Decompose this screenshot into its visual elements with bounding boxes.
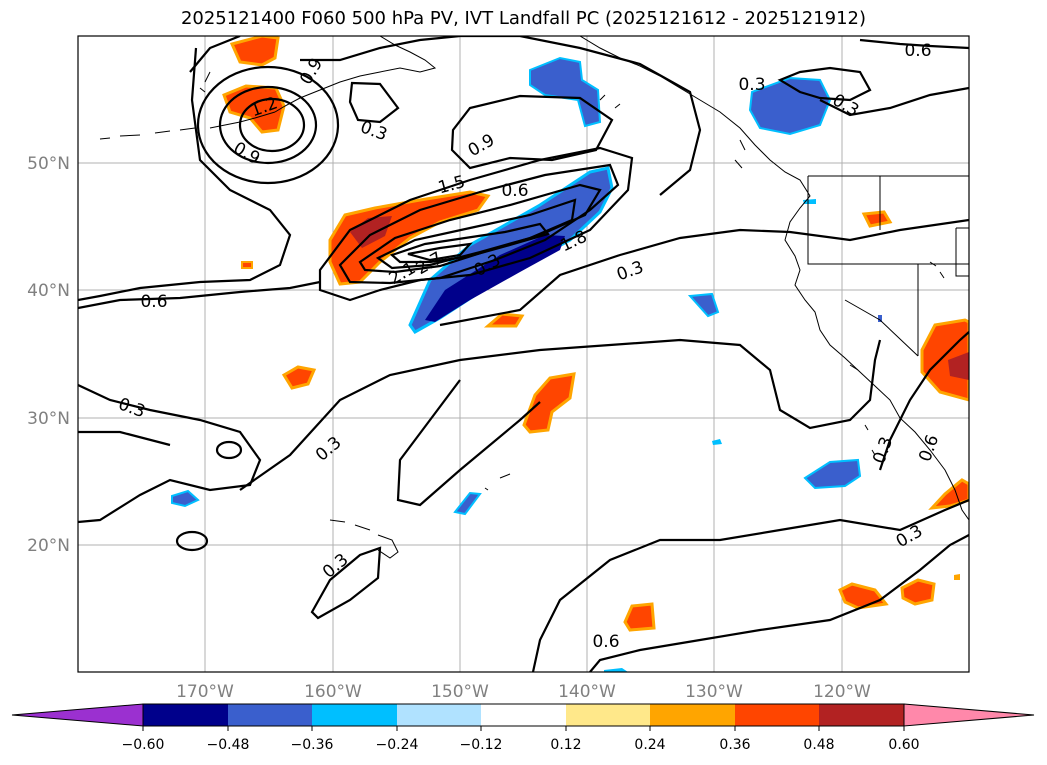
contour-label: 0.6 (140, 292, 167, 312)
colorbar-segment (650, 704, 735, 726)
colorbar-tick-label: 0.12 (550, 737, 581, 753)
contour-label: 0.3 (738, 75, 765, 95)
colorbar-min-extend (11, 703, 144, 727)
contour-label: 0.6 (592, 632, 619, 652)
map-frame (77, 35, 970, 673)
colorbar: −0.60 −0.48 −0.36 −0.24 −0.12 0.12 0.24 … (11, 703, 1035, 753)
colorbar-tick-label: −0.24 (376, 737, 419, 753)
colorbar-max-extend (903, 703, 1035, 727)
lon-label-150w: 150°W (431, 682, 489, 702)
colorbar-tick-label: 0.48 (803, 737, 834, 753)
colorbar-segment (566, 704, 650, 726)
colorbar-segment (228, 704, 312, 726)
colorbar-tick-label: −0.48 (207, 737, 250, 753)
colorbar-segment (481, 704, 566, 726)
colorbar-outline (142, 703, 905, 727)
colorbar-tick-label: −0.60 (122, 737, 165, 753)
lon-label-140w: 140°W (558, 682, 616, 702)
contour-label: 0.6 (501, 181, 528, 201)
negative-anomaly-fill (171, 56, 882, 672)
coastlines (99, 36, 969, 559)
contour-label: 0.6 (904, 41, 931, 61)
lon-label-160w: 160°W (304, 682, 362, 702)
lon-label-130w: 130°W (685, 682, 743, 702)
colorbar-segment (312, 704, 397, 726)
longitude-labels: 170°W 160°W 150°W 140°W 130°W 120°W (176, 682, 871, 702)
map-background (78, 36, 969, 672)
colorbar-segment (397, 704, 481, 726)
map-title: 2025121400 F060 500 hPa PV, IVT Landfall… (180, 8, 867, 29)
colorbar-tick-label: 0.24 (634, 737, 665, 753)
latitude-labels: 50°N 40°N 30°N 20°N (27, 154, 70, 556)
lat-label-20n: 20°N (27, 536, 70, 556)
colorbar-segment (143, 704, 228, 726)
colorbar-tick-label: 0.36 (719, 737, 750, 753)
colorbar-tick-label: −0.12 (460, 737, 503, 753)
colorbar-tick-label: −0.36 (291, 737, 334, 753)
colorbar-tick-label: 0.60 (888, 737, 919, 753)
lat-label-40n: 40°N (27, 281, 70, 301)
lon-label-170w: 170°W (176, 682, 234, 702)
pv-contours (78, 36, 969, 672)
lon-label-120w: 120°W (813, 682, 871, 702)
colorbar-segment (735, 704, 819, 726)
lat-label-30n: 30°N (27, 409, 70, 429)
lat-label-50n: 50°N (27, 154, 70, 174)
colorbar-segment (819, 704, 904, 726)
